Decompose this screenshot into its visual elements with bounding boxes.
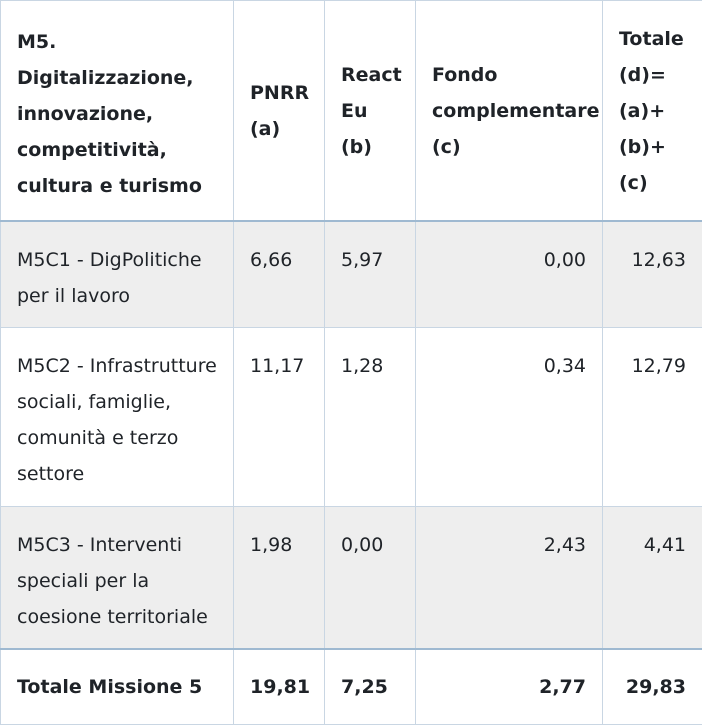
table-row: M5C3 - Interventi speciali per la coesio… (1, 506, 702, 649)
header-fondo: Fondo complementare (c) (416, 1, 603, 222)
row-fondo: 0,00 (416, 221, 603, 327)
table-header-row: M5. Digitalizzazione, innovazione, compe… (1, 1, 702, 222)
row-pnrr: 6,66 (234, 221, 325, 327)
header-totale: Totale (d)= (a)+ (b)+(c) (603, 1, 702, 222)
row-react-eu: 1,28 (325, 327, 416, 506)
header-mission: M5. Digitalizzazione, innovazione, compe… (1, 1, 234, 222)
row-totale: 12,63 (603, 221, 702, 327)
row-component: M5C3 - Interventi speciali per la coesio… (1, 506, 234, 649)
footer-totale: 29,83 (603, 649, 702, 725)
footer-pnrr: 19,81 (234, 649, 325, 725)
table-row: M5C1 - DigPolitiche per il lavoro 6,66 5… (1, 221, 702, 327)
row-pnrr: 11,17 (234, 327, 325, 506)
row-fondo: 0,34 (416, 327, 603, 506)
row-component: M5C2 - Infrastrutture sociali, famiglie,… (1, 327, 234, 506)
footer-fondo: 2,77 (416, 649, 603, 725)
row-pnrr: 1,98 (234, 506, 325, 649)
row-fondo: 2,43 (416, 506, 603, 649)
table-footer-row: Totale Missione 5 19,81 7,25 2,77 29,83 (1, 649, 702, 725)
header-pnrr: PNRR (a) (234, 1, 325, 222)
row-totale: 12,79 (603, 327, 702, 506)
footer-react-eu: 7,25 (325, 649, 416, 725)
row-react-eu: 0,00 (325, 506, 416, 649)
table-row: M5C2 - Infrastrutture sociali, famiglie,… (1, 327, 702, 506)
row-react-eu: 5,97 (325, 221, 416, 327)
footer-label: Totale Missione 5 (1, 649, 234, 725)
row-component: M5C1 - DigPolitiche per il lavoro (1, 221, 234, 327)
header-react-eu: React Eu (b) (325, 1, 416, 222)
row-totale: 4,41 (603, 506, 702, 649)
